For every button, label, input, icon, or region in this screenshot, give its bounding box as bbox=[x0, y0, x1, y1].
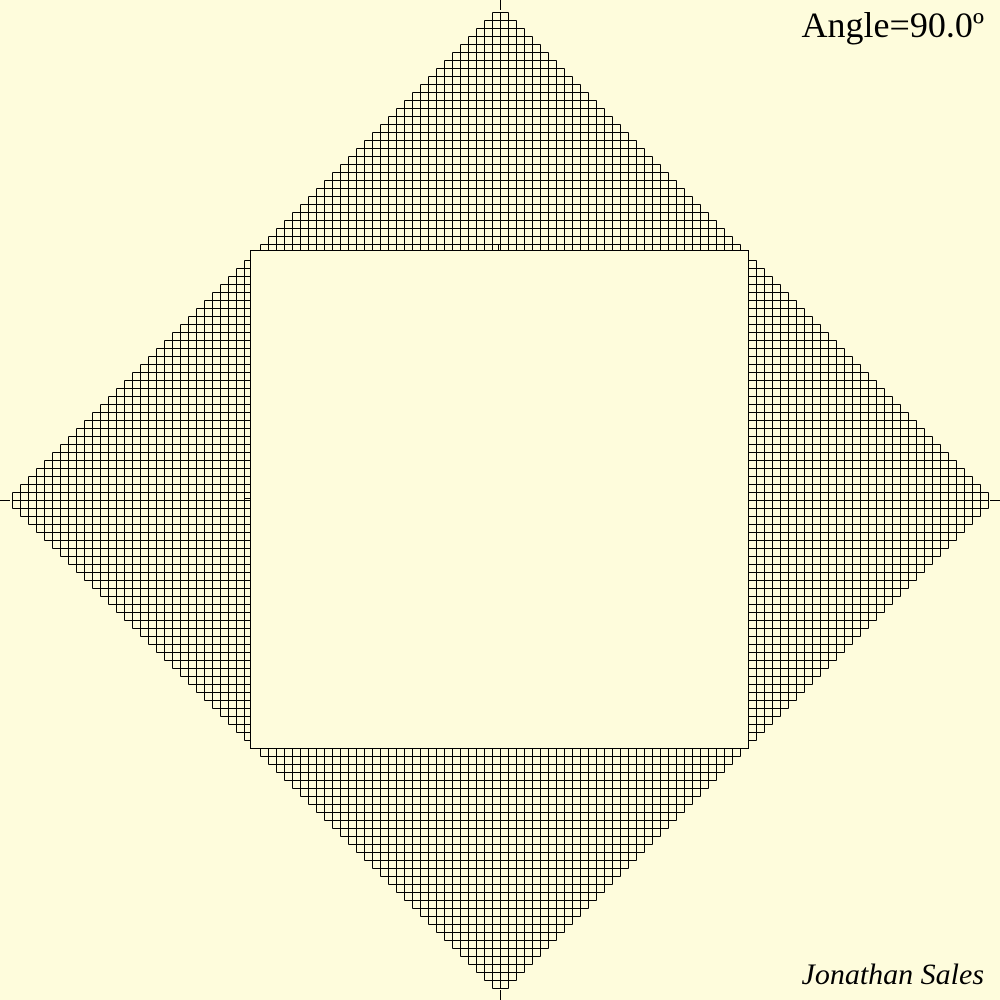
central-square bbox=[249, 249, 750, 750]
angle-label: Angle=90.0º bbox=[801, 5, 984, 45]
author-signature: Jonathan Sales bbox=[801, 958, 984, 991]
